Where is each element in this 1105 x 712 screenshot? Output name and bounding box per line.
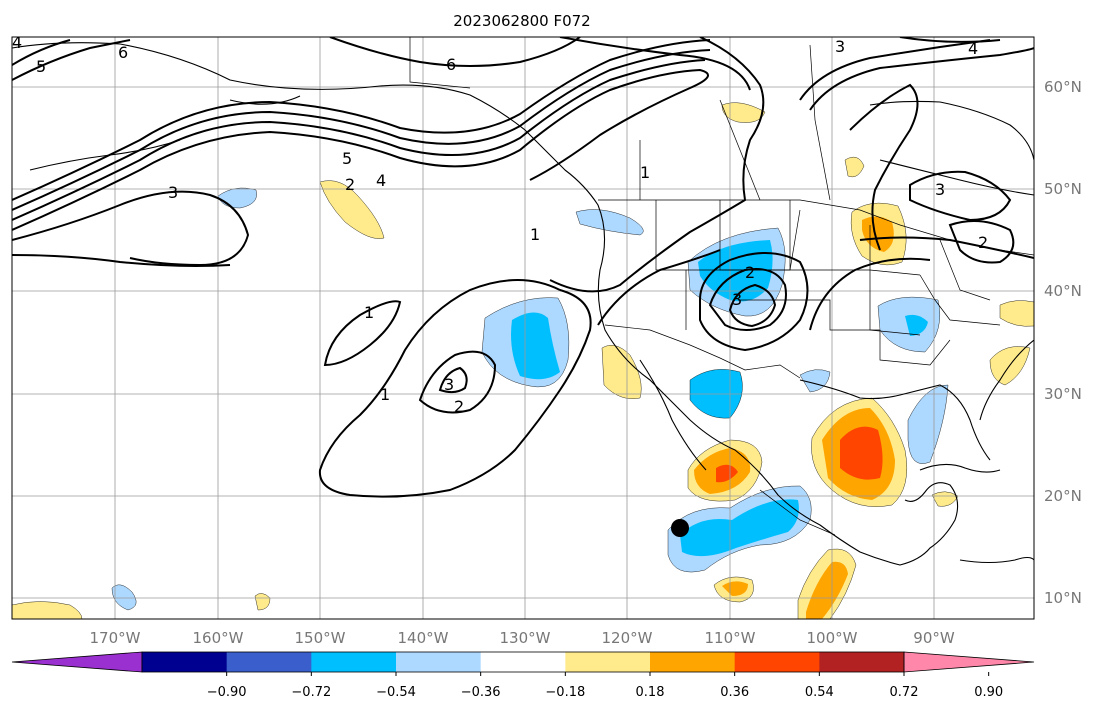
contour-label: 1	[380, 385, 390, 404]
contour-label: 6	[118, 43, 128, 62]
contour-label: 3	[935, 180, 945, 199]
contour-label: 1	[640, 163, 650, 182]
contour-label: 5	[342, 149, 352, 168]
storm-position-dot	[671, 519, 689, 537]
contour-label: 6	[446, 55, 456, 74]
contour-label: 3	[732, 290, 742, 309]
contour-label: 1	[530, 225, 540, 244]
contour-label: 4	[12, 33, 22, 52]
contour-label: 3	[444, 375, 454, 394]
colorbar-segment	[734, 652, 820, 672]
colorbar-tick-label: 0.18	[636, 685, 665, 700]
figure-title: 2023062800 F072	[453, 12, 590, 30]
colorbar-segment	[226, 652, 312, 672]
contour-label: 1	[364, 303, 374, 322]
colorbar: −0.90 −0.72 −0.54 −0.36 −0.18 0.18 0.36 0.54 0.7…	[11, 651, 1035, 700]
lon-tick-label: 100°W	[807, 629, 858, 647]
lat-tick-label: 50°N	[1044, 180, 1082, 198]
colorbar-segment	[480, 652, 566, 672]
longitude-tick-labels: 170°W 160°W 150°W 140°W 130°W 120°W 110°…	[90, 629, 955, 647]
colorbar-segment	[650, 652, 736, 672]
contour-label: 5	[36, 57, 46, 76]
colorbar-tick-label: 0.36	[720, 685, 749, 700]
colorbar-tick-label: −0.90	[207, 685, 247, 700]
lon-tick-label: 140°W	[398, 629, 449, 647]
lat-tick-label: 20°N	[1044, 487, 1082, 505]
lat-tick-label: 10°N	[1044, 589, 1082, 607]
colorbar-tick-label: −0.72	[291, 685, 331, 700]
lat-tick-label: 60°N	[1044, 78, 1082, 96]
map-content: 6 5 4 3 2 1 3 4 5 6 1 2 3 1 2 3 1 3 2 4	[12, 33, 1034, 619]
lon-tick-label: 150°W	[295, 629, 346, 647]
contour-label: 3	[168, 183, 178, 202]
contour-label: 4	[376, 171, 386, 190]
contour-label: 3	[835, 37, 845, 56]
contour-label: 4	[968, 39, 978, 58]
colorbar-segment	[565, 652, 651, 672]
lon-tick-label: 110°W	[705, 629, 756, 647]
latitude-tick-labels: 60°N 50°N 40°N 30°N 20°N 10°N	[1044, 78, 1082, 607]
colorbar-tick-label: −0.36	[461, 685, 501, 700]
colorbar-tick-label: −0.54	[376, 685, 416, 700]
contour-label: 2	[454, 397, 464, 416]
lon-tick-label: 120°W	[602, 629, 653, 647]
anomaly-fills	[12, 102, 1034, 619]
colorbar-tick-label: 0.72	[890, 685, 919, 700]
colorbar-extend-min	[11, 651, 143, 673]
height-contours	[12, 37, 1034, 498]
lon-tick-label: 160°W	[193, 629, 244, 647]
colorbar-frame	[141, 651, 905, 673]
contour-label: 2	[978, 233, 988, 252]
lat-tick-label: 40°N	[1044, 282, 1082, 300]
colorbar-segment	[396, 652, 482, 672]
colorbar-tick-label: 0.90	[974, 685, 1003, 700]
contour-label: 2	[345, 175, 355, 194]
colorbar-segment	[819, 652, 905, 672]
contour-labels: 6 5 4 3 2 1 3 4 5 6 1 2 3 1 2 3 1 3 2 4	[12, 33, 988, 416]
colorbar-segment	[142, 652, 228, 672]
contour-label: 2	[745, 263, 755, 282]
lat-tick-label: 30°N	[1044, 385, 1082, 403]
lon-tick-label: 130°W	[500, 629, 551, 647]
colorbar-tick-label: −0.18	[545, 685, 585, 700]
colorbar-extend-max	[903, 651, 1035, 673]
lon-tick-label: 90°W	[913, 629, 955, 647]
colorbar-tick-label: 0.54	[805, 685, 834, 700]
map-frame	[11, 36, 1035, 620]
lon-tick-label: 170°W	[90, 629, 141, 647]
colorbar-segment	[311, 652, 397, 672]
